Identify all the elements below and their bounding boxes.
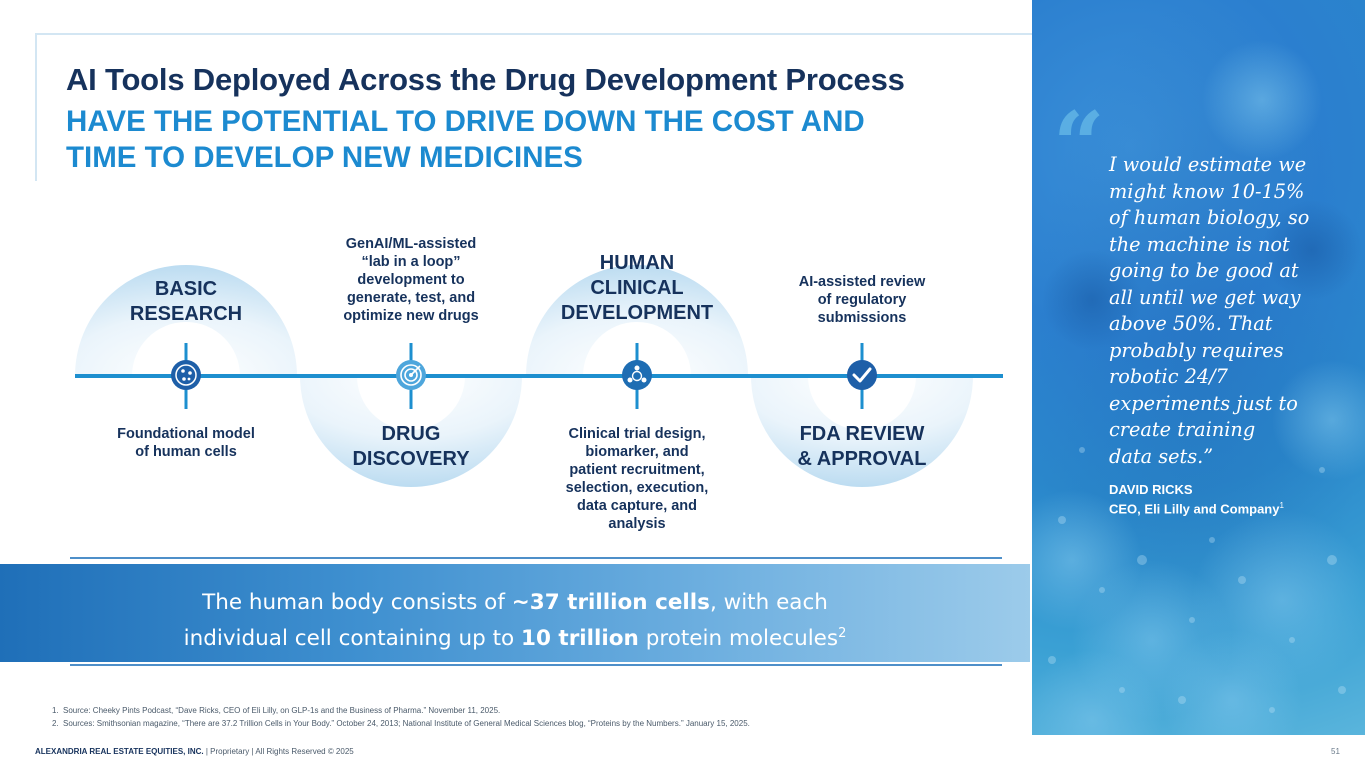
quote-text: I would estimate we might know 10-15% of…: [1109, 152, 1349, 470]
quote-panel: [1032, 0, 1365, 735]
page-subtitle: HAVE THE POTENTIAL TO DRIVE DOWN THE COS…: [66, 104, 1026, 176]
quote-line: of human biology, so: [1109, 206, 1310, 229]
stage-desc-line: GenAI/ML-assisted: [345, 236, 477, 252]
stage-desc-line: Foundational model: [117, 426, 255, 442]
frame-top-rule: [35, 33, 1035, 35]
stage-name-fda: FDA REVIEW & APPROVAL: [772, 422, 952, 472]
quote-line: probably requires: [1109, 338, 1284, 362]
checkmark-icon: [847, 360, 877, 390]
subtitle-line: HAVE THE POTENTIAL TO DRIVE DOWN THE COS…: [66, 105, 865, 138]
highlight-text-part: , with each: [709, 590, 828, 615]
footnote-ref: 2: [838, 626, 847, 641]
highlight-text-part: The human body consists of: [202, 590, 512, 615]
stage-name-line: HUMAN: [599, 252, 675, 274]
quote-line: create training: [1109, 418, 1256, 441]
stage-desc-fda: AI-assisted review of regulatory submiss…: [772, 273, 952, 327]
footnote-number: 1.: [52, 706, 59, 715]
stage-name-line: & APPROVAL: [797, 448, 927, 470]
footnote-ref: 1: [1279, 501, 1284, 510]
people-cycle-icon: [622, 360, 652, 390]
quote-line: I would estimate we: [1109, 153, 1307, 176]
stage-name-line: DISCOVERY: [352, 448, 470, 470]
quote-line: going to be good at: [1109, 259, 1299, 282]
stage-desc-line: optimize new drugs: [343, 308, 479, 324]
stage-desc-line: generate, test, and: [346, 290, 476, 306]
stage-name-line: BASIC: [154, 278, 218, 300]
quote-line: experiments just to: [1109, 391, 1298, 415]
stage-name-line: FDA REVIEW: [799, 423, 925, 445]
footer-rights: | Proprietary | All Rights Reserved © 20…: [203, 747, 354, 756]
footnote-number: 2.: [52, 719, 59, 728]
target-icon: [396, 360, 426, 390]
stage-name-line: DRUG: [381, 423, 441, 445]
subtitle-line: TIME TO DEVELOP NEW MEDICINES: [66, 141, 583, 174]
quote-author-role: CEO, Eli Lilly and Company1: [1109, 501, 1284, 516]
stage-arc-drug-discovery: [300, 376, 522, 487]
highlight-text: The human body consists of ~37 trillion …: [0, 587, 1030, 654]
stage-desc-line: analysis: [608, 516, 666, 532]
stage-desc-line: development to: [357, 272, 465, 288]
stage-desc-line: biomarker, and: [585, 444, 689, 460]
stage-name-drug-discovery: DRUG DISCOVERY: [325, 422, 497, 472]
quote-line: above 50%. That: [1109, 312, 1273, 335]
stage-desc-line: AI-assisted review: [798, 274, 926, 290]
highlight-text-part: individual cell containing up to: [183, 626, 522, 652]
quote-line: robotic 24/7: [1109, 365, 1228, 388]
stage-desc-line: “lab in a loop”: [361, 254, 461, 270]
highlight-band: [0, 564, 1030, 662]
footer-copyright: ALEXANDRIA REAL ESTATE EQUITIES, INC. | …: [35, 747, 354, 756]
stage-name-line: CLINICAL: [590, 277, 684, 299]
band-rule-bottom: [70, 664, 1002, 666]
stage-desc-line: Clinical trial design,: [568, 426, 706, 442]
stage-arc-clinical: [526, 265, 748, 376]
footnote-1: 1. Source: Cheeky Pints Podcast, “Dave Ri…: [52, 706, 500, 715]
stage-desc-line: of regulatory: [817, 292, 907, 308]
cell-network-icon: [171, 360, 201, 390]
quote-line: might know 10-15%: [1109, 179, 1305, 203]
quote-line: the machine is not: [1109, 232, 1290, 256]
process-graphic: [75, 265, 1003, 487]
highlight-bold: 10 trillion: [521, 626, 639, 652]
stage-desc-drug-discovery: GenAI/ML-assisted “lab in a loop” develo…: [321, 235, 501, 325]
page-title: AI Tools Deployed Across the Drug Develo…: [66, 62, 905, 97]
stage-desc-line: data capture, and: [576, 498, 698, 514]
stage-name-line: RESEARCH: [129, 303, 243, 325]
stage-name-clinical: HUMAN CLINICAL DEVELOPMENT: [540, 251, 734, 326]
frame-left-rule: [35, 33, 37, 181]
quote-author: DAVID RICKS: [1109, 482, 1193, 497]
stage-desc-basic-research: Foundational model of human cells: [96, 425, 276, 461]
stage-desc-line: of human cells: [135, 444, 237, 460]
stage-arc-basic-research: [75, 265, 297, 376]
highlight-bold: ~37 trillion cells: [511, 590, 710, 615]
footnote-2: 2. Sources: Smithsonian magazine, “There …: [52, 719, 750, 728]
footnote-text: Sources: Smithsonian magazine, “There ar…: [63, 719, 750, 728]
quote-role-text: CEO, Eli Lilly and Company: [1109, 501, 1280, 517]
stage-desc-clinical: Clinical trial design, biomarker, and pa…: [542, 425, 732, 533]
quote-line: data sets.”: [1109, 444, 1214, 468]
stage-name-line: DEVELOPMENT: [560, 302, 714, 324]
highlight-text-part: protein molecules: [638, 626, 839, 652]
band-rule-top: [70, 557, 1002, 559]
quote-line: all until we get way: [1109, 285, 1301, 309]
stage-desc-line: patient recruitment,: [569, 462, 705, 478]
cell-texture-image: [1032, 0, 1365, 735]
footnote-text: Source: Cheeky Pints Podcast, “Dave Rick…: [63, 706, 501, 715]
footer-company: ALEXANDRIA REAL ESTATE EQUITIES, INC.: [35, 747, 204, 756]
quote-mark: “: [1053, 92, 1105, 198]
stage-desc-line: submissions: [817, 310, 907, 326]
stage-name-basic-research: BASIC RESEARCH: [100, 277, 272, 327]
stage-desc-line: selection, execution,: [565, 480, 709, 496]
page-number: 51: [1331, 747, 1340, 756]
process-diagram: BASIC RESEARCH DRUG DISCOVERY HUMAN CLIN…: [75, 235, 1003, 533]
stage-arc-fda: [751, 376, 973, 487]
